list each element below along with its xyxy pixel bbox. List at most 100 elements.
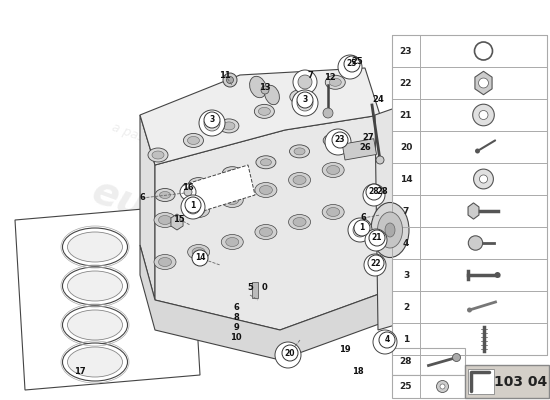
- Circle shape: [325, 129, 351, 155]
- Circle shape: [363, 184, 385, 206]
- Circle shape: [292, 90, 318, 116]
- Text: 11: 11: [219, 70, 231, 80]
- Text: 4: 4: [384, 336, 389, 344]
- Bar: [252, 282, 258, 298]
- Ellipse shape: [254, 104, 274, 118]
- Circle shape: [440, 384, 445, 389]
- Circle shape: [474, 169, 493, 189]
- Text: 22: 22: [400, 78, 412, 88]
- Text: 26: 26: [359, 144, 371, 152]
- Ellipse shape: [158, 216, 172, 224]
- Polygon shape: [140, 245, 390, 360]
- Text: 25: 25: [351, 58, 363, 66]
- Circle shape: [348, 218, 372, 242]
- Polygon shape: [375, 108, 405, 330]
- Circle shape: [366, 184, 382, 200]
- Ellipse shape: [68, 310, 123, 340]
- Text: 20: 20: [285, 348, 295, 358]
- Text: 19: 19: [339, 346, 351, 354]
- Text: 7: 7: [307, 72, 313, 80]
- Text: 25: 25: [400, 382, 412, 391]
- Circle shape: [467, 308, 472, 312]
- Ellipse shape: [192, 248, 205, 256]
- Text: 23: 23: [400, 46, 412, 56]
- Ellipse shape: [63, 228, 128, 266]
- Ellipse shape: [376, 156, 384, 164]
- Text: 28: 28: [376, 186, 388, 196]
- Ellipse shape: [148, 148, 168, 162]
- Polygon shape: [183, 165, 255, 215]
- Ellipse shape: [260, 186, 272, 194]
- Bar: [465, 365, 549, 398]
- Ellipse shape: [227, 170, 238, 177]
- Text: 3: 3: [403, 270, 409, 280]
- Text: 6: 6: [139, 194, 145, 202]
- Polygon shape: [475, 71, 492, 95]
- Polygon shape: [155, 115, 390, 330]
- Polygon shape: [140, 68, 380, 165]
- Bar: [342, 139, 377, 160]
- Circle shape: [479, 110, 488, 120]
- Circle shape: [353, 223, 367, 237]
- Ellipse shape: [155, 188, 175, 202]
- Polygon shape: [15, 205, 200, 390]
- Circle shape: [453, 354, 460, 362]
- Ellipse shape: [293, 218, 306, 226]
- Ellipse shape: [322, 204, 344, 220]
- Circle shape: [369, 230, 385, 246]
- Ellipse shape: [63, 343, 128, 381]
- Text: 9: 9: [233, 322, 239, 332]
- Ellipse shape: [223, 73, 237, 87]
- Ellipse shape: [265, 85, 279, 105]
- Text: 28: 28: [368, 188, 379, 196]
- Ellipse shape: [160, 192, 170, 198]
- Ellipse shape: [327, 208, 340, 216]
- Ellipse shape: [184, 134, 204, 148]
- Ellipse shape: [221, 192, 243, 208]
- Circle shape: [297, 95, 313, 111]
- Ellipse shape: [219, 119, 239, 133]
- Ellipse shape: [63, 267, 128, 305]
- Text: 3: 3: [210, 116, 215, 124]
- Ellipse shape: [371, 202, 409, 258]
- Ellipse shape: [188, 202, 210, 218]
- Circle shape: [373, 330, 397, 354]
- Text: 8: 8: [233, 314, 239, 322]
- Text: 15: 15: [173, 214, 185, 224]
- Ellipse shape: [289, 214, 311, 230]
- Text: 6: 6: [360, 214, 366, 222]
- Polygon shape: [468, 203, 479, 219]
- Text: 23: 23: [335, 136, 345, 144]
- Ellipse shape: [327, 166, 340, 174]
- Circle shape: [192, 250, 208, 266]
- Ellipse shape: [223, 122, 235, 130]
- Text: 5: 5: [247, 282, 253, 292]
- Ellipse shape: [328, 137, 339, 144]
- Circle shape: [354, 220, 370, 236]
- Circle shape: [181, 195, 205, 219]
- Circle shape: [184, 188, 192, 196]
- Ellipse shape: [325, 75, 345, 89]
- Ellipse shape: [154, 254, 176, 270]
- Text: 14: 14: [195, 254, 205, 262]
- Ellipse shape: [68, 271, 123, 301]
- Bar: [392, 35, 547, 355]
- Ellipse shape: [329, 78, 341, 86]
- Text: 6: 6: [233, 304, 239, 312]
- Text: 10: 10: [230, 334, 242, 342]
- Text: 21: 21: [372, 234, 382, 242]
- Circle shape: [472, 104, 494, 126]
- Circle shape: [323, 108, 333, 118]
- Text: 103 04: 103 04: [494, 374, 548, 388]
- Bar: [468, 369, 494, 394]
- Text: 17: 17: [74, 368, 86, 376]
- Circle shape: [379, 332, 395, 348]
- Circle shape: [186, 200, 200, 214]
- Text: 28: 28: [400, 357, 412, 366]
- Ellipse shape: [226, 238, 239, 246]
- Ellipse shape: [193, 180, 204, 188]
- Ellipse shape: [250, 76, 266, 98]
- Circle shape: [293, 70, 317, 94]
- Ellipse shape: [222, 167, 242, 180]
- Circle shape: [338, 55, 362, 79]
